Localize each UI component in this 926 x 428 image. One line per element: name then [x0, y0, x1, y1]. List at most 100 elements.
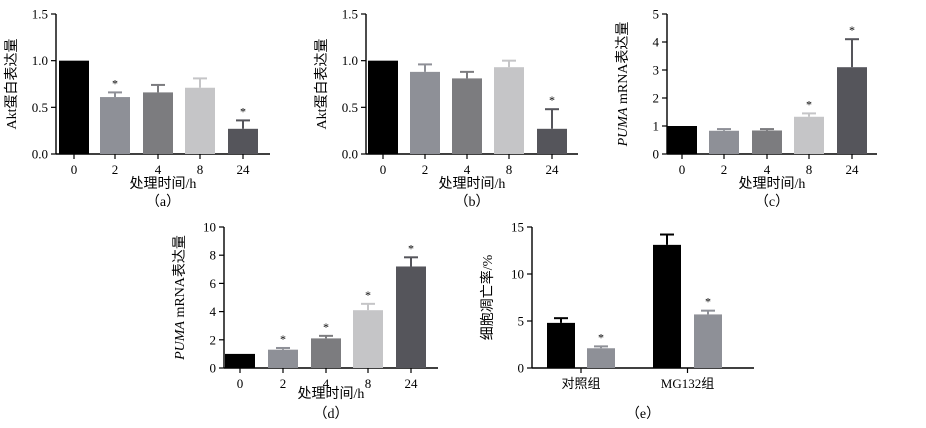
- cat-3-significance-mark: *: [806, 97, 812, 111]
- cat-3-significance-mark: *: [365, 288, 371, 302]
- x-tick-label: 8: [365, 376, 372, 391]
- x-tick-label: 2: [280, 376, 287, 391]
- y-tick-label: 0: [210, 361, 217, 376]
- cat-4-bar: [537, 128, 567, 154]
- cat-2-bar: [143, 92, 173, 154]
- y-tick-label: 0.5: [342, 100, 358, 115]
- y-tick-label: 2: [210, 332, 217, 347]
- panel-label: （d）: [314, 406, 349, 422]
- panel-label: （a）: [146, 194, 180, 210]
- cat-3-bar: [185, 87, 215, 154]
- cat-1-bar: [410, 71, 440, 154]
- series-1-cat-0-bar: [587, 348, 615, 368]
- series-0-cat-0-bar: [547, 322, 575, 368]
- y-axis-label-italic-part: PUMA: [616, 107, 631, 147]
- cat-4-significance-mark: *: [849, 23, 855, 37]
- x-tick-label: 8: [197, 162, 204, 177]
- y-tick-label: 10: [203, 220, 216, 235]
- cat-2-bar: [752, 130, 782, 154]
- cat-2-significance-mark: *: [323, 320, 329, 334]
- x-tick-label: 4: [464, 162, 471, 177]
- y-tick-label: 4: [653, 35, 660, 50]
- series-1-cat-0-significance-mark: *: [598, 330, 604, 344]
- y-tick-label: 5: [518, 314, 525, 329]
- y-tick-label: 6: [210, 276, 217, 291]
- cat-4-significance-mark: *: [408, 241, 414, 255]
- y-axis-label: Akt蛋白表达量: [314, 39, 330, 130]
- panel-label: （b）: [455, 194, 490, 210]
- x-tick-label: 对照组: [561, 376, 600, 391]
- y-tick-label: 2: [653, 91, 660, 106]
- cat-4-significance-mark: *: [240, 104, 246, 118]
- y-tick-label: 1.0: [32, 53, 48, 68]
- x-tick-label: 2: [721, 162, 728, 177]
- x-tick-label: MG132组: [661, 376, 714, 391]
- x-tick-label: 8: [806, 162, 813, 177]
- y-tick-label: 15: [511, 220, 524, 235]
- cat-1-bar: [709, 130, 739, 154]
- y-tick-label: 0.0: [342, 147, 358, 162]
- x-tick-label: 0: [679, 162, 686, 177]
- y-tick-label: 0.0: [32, 147, 48, 162]
- y-tick-label: 0: [653, 147, 660, 162]
- x-axis-label: 处理时间/h: [130, 176, 197, 192]
- x-axis-label: 处理时间/h: [298, 386, 365, 402]
- cat-4-bar: [228, 128, 258, 154]
- y-axis-label: 细胞凋亡率/%: [479, 254, 496, 340]
- cat-0-bar: [59, 60, 89, 154]
- y-tick-label: 0: [518, 361, 525, 376]
- y-tick-label: 1.5: [342, 7, 358, 22]
- y-axis-label-text: mRNA表达量: [615, 22, 631, 108]
- y-axis-label: PUMA mRNA表达量: [615, 22, 631, 148]
- cat-3-bar: [353, 310, 383, 368]
- y-tick-label: 4: [210, 304, 217, 319]
- y-axis-label-text: mRNA表达量: [172, 235, 188, 321]
- y-tick-label: 8: [210, 248, 217, 263]
- x-tick-label: 24: [405, 376, 419, 391]
- x-tick-label: 24: [546, 162, 560, 177]
- y-tick-label: 1.0: [342, 53, 358, 68]
- x-tick-label: 24: [237, 162, 251, 177]
- panel-label: （c）: [755, 194, 789, 210]
- x-tick-label: 4: [155, 162, 162, 177]
- x-tick-label: 4: [323, 376, 330, 391]
- cat-4-significance-mark: *: [549, 93, 555, 107]
- cat-2-bar: [452, 78, 482, 154]
- x-tick-label: 0: [237, 376, 244, 391]
- x-tick-label: 4: [764, 162, 771, 177]
- y-tick-label: 1: [653, 119, 660, 134]
- cat-1-significance-mark: *: [112, 76, 118, 90]
- x-axis-label: 处理时间/h: [739, 176, 806, 192]
- x-tick-label: 0: [380, 162, 387, 177]
- cat-1-bar: [100, 97, 130, 154]
- panel-label: （e）: [626, 406, 660, 422]
- x-tick-label: 2: [112, 162, 119, 177]
- cat-4-bar: [837, 67, 867, 154]
- y-axis-label: PUMA mRNA表达量: [172, 235, 188, 361]
- x-axis-label: 处理时间/h: [439, 176, 506, 192]
- y-tick-label: 10: [511, 267, 524, 282]
- y-tick-label: 3: [653, 63, 660, 78]
- cat-0-bar: [368, 60, 398, 154]
- y-tick-label: 5: [653, 7, 660, 22]
- y-tick-label: 0.5: [32, 100, 48, 115]
- y-tick-label: 1.5: [32, 7, 48, 22]
- cat-1-bar: [268, 349, 298, 368]
- cat-3-bar: [794, 116, 824, 154]
- cat-3-bar: [494, 67, 524, 154]
- x-tick-label: 0: [71, 162, 78, 177]
- x-tick-label: 8: [506, 162, 513, 177]
- x-tick-label: 24: [846, 162, 860, 177]
- series-0-cat-1-bar: [653, 244, 681, 368]
- cat-4-bar: [396, 266, 426, 368]
- cat-2-bar: [311, 338, 341, 368]
- chart-panel-e: 0 5 10 15 细胞凋亡率/% * 对照组 * MG132组（e）: [479, 220, 754, 422]
- y-axis-label-text: 细胞凋亡率/%: [479, 254, 496, 340]
- cat-0-bar: [667, 126, 697, 154]
- y-axis-label-italic-part: PUMA: [173, 321, 188, 361]
